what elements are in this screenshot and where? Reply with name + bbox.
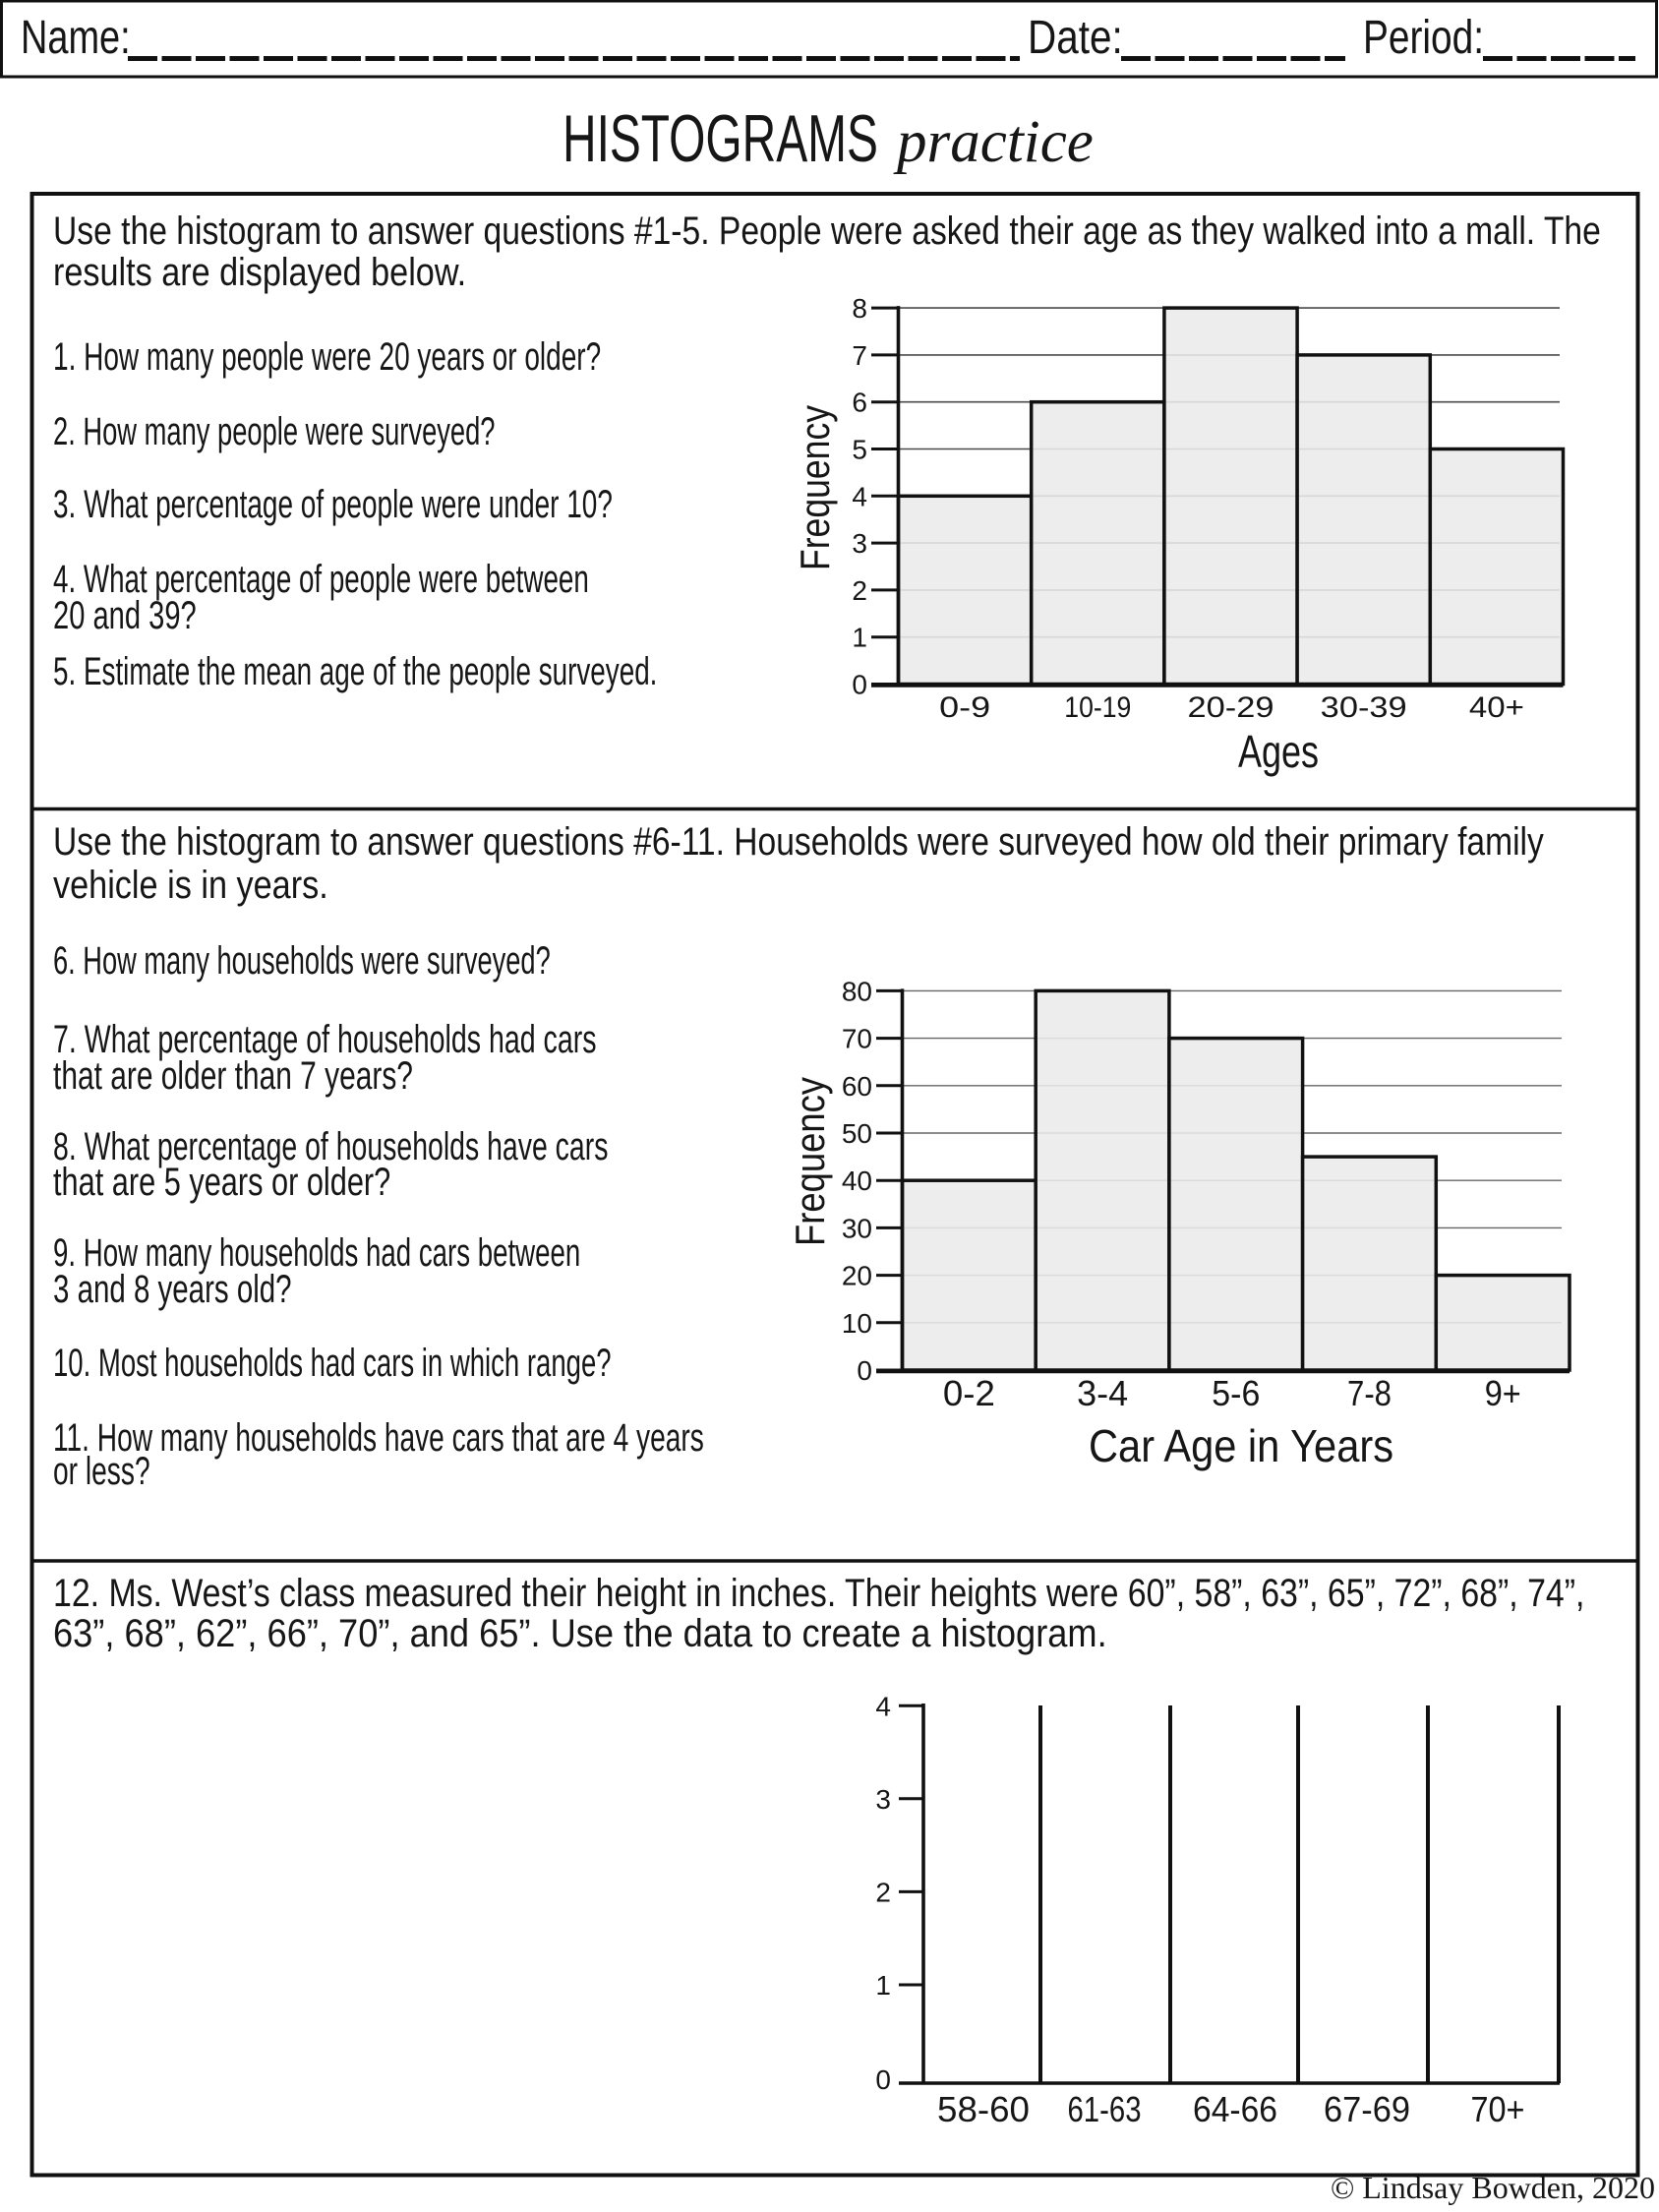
svg-text:58-60: 58-60	[937, 2089, 1030, 2129]
svg-text:2: 2	[852, 575, 867, 606]
svg-text:1: 1	[852, 623, 867, 653]
svg-text:7-8: 7-8	[1347, 1373, 1392, 1413]
svg-text:6: 6	[852, 388, 867, 418]
svg-text:3: 3	[875, 1784, 891, 1815]
svg-text:4: 4	[875, 1691, 891, 1721]
svg-text:64-66: 64-66	[1193, 2089, 1277, 2129]
svg-text:67-69: 67-69	[1324, 2089, 1410, 2129]
svg-text:10-19: 10-19	[1064, 691, 1131, 724]
svg-text:Frequency: Frequency	[787, 1077, 833, 1246]
svg-text:4: 4	[852, 481, 867, 511]
svg-text:3-4: 3-4	[1077, 1373, 1128, 1413]
svg-text:9+: 9+	[1485, 1373, 1521, 1413]
svg-text:0-9: 0-9	[939, 691, 990, 724]
svg-text:0: 0	[875, 2064, 891, 2095]
svg-text:20-29: 20-29	[1188, 691, 1274, 724]
svg-text:8: 8	[852, 293, 867, 324]
svg-text:5: 5	[852, 435, 867, 465]
svg-text:61-63: 61-63	[1068, 2089, 1142, 2129]
svg-text:Car Age in Years: Car Age in Years	[1089, 1420, 1393, 1471]
svg-text:0: 0	[852, 670, 867, 700]
svg-text:0-2: 0-2	[943, 1373, 995, 1413]
svg-text:30: 30	[842, 1213, 872, 1243]
svg-text:0: 0	[857, 1355, 872, 1386]
svg-text:50: 50	[842, 1118, 872, 1149]
svg-text:70+: 70+	[1471, 2089, 1525, 2129]
svg-text:Frequency: Frequency	[792, 405, 838, 570]
svg-text:70: 70	[842, 1024, 872, 1054]
svg-text:3: 3	[852, 528, 867, 559]
svg-text:Ages: Ages	[1238, 726, 1319, 777]
svg-text:2: 2	[875, 1877, 891, 1907]
svg-text:1: 1	[875, 1970, 891, 2001]
svg-text:5-6: 5-6	[1212, 1373, 1260, 1413]
svg-text:80: 80	[842, 976, 872, 1006]
svg-text:7: 7	[852, 340, 867, 371]
svg-text:20: 20	[842, 1261, 872, 1291]
svg-text:30-39: 30-39	[1321, 691, 1407, 724]
svg-text:40: 40	[842, 1166, 872, 1196]
svg-text:10: 10	[842, 1308, 872, 1339]
svg-text:60: 60	[842, 1071, 872, 1102]
svg-text:40+: 40+	[1469, 691, 1524, 724]
